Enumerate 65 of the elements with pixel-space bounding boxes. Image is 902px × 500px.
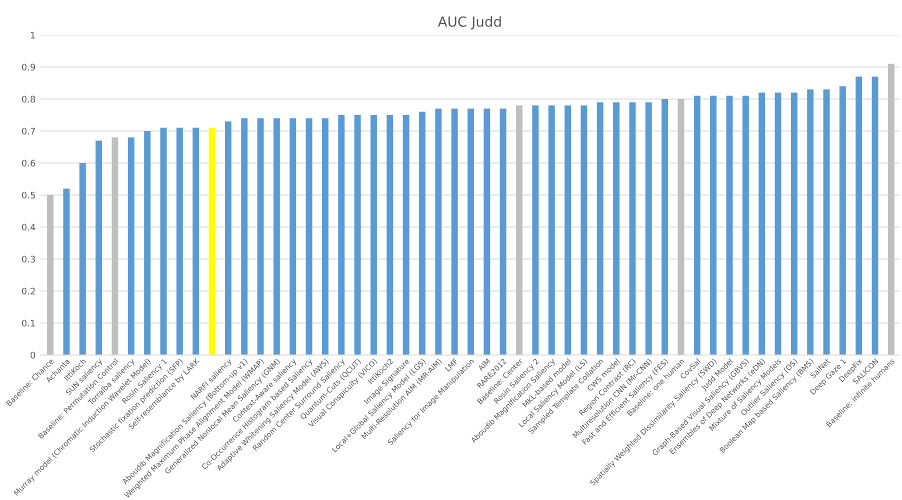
y-tick-label: 0.3 bbox=[22, 256, 36, 263]
bar bbox=[613, 102, 620, 355]
bar bbox=[468, 108, 474, 355]
bar bbox=[79, 163, 86, 355]
bar bbox=[839, 86, 846, 355]
bar bbox=[645, 102, 652, 355]
y-tick-label: 1 bbox=[30, 32, 35, 38]
bar bbox=[742, 96, 749, 355]
bar bbox=[354, 115, 361, 355]
bar bbox=[484, 108, 490, 355]
bar bbox=[47, 195, 54, 355]
bar bbox=[273, 118, 280, 355]
bar bbox=[63, 188, 70, 355]
bar bbox=[807, 89, 814, 355]
bar bbox=[856, 76, 862, 355]
bar bbox=[790, 92, 798, 355]
y-tick-label: 0.4 bbox=[22, 224, 36, 231]
bar bbox=[435, 108, 442, 355]
y-tick-label: 0.9 bbox=[22, 64, 36, 71]
y-tick-label: 0.1 bbox=[22, 320, 35, 327]
bar bbox=[564, 105, 572, 355]
bar bbox=[306, 118, 312, 355]
bar bbox=[726, 96, 733, 355]
bar bbox=[176, 128, 183, 355]
bar bbox=[758, 92, 766, 355]
bar bbox=[596, 102, 604, 355]
y-tick-label: 0.5 bbox=[22, 192, 35, 199]
bar bbox=[678, 99, 684, 355]
bar bbox=[694, 96, 700, 355]
y-tick-label: 0.2 bbox=[22, 288, 35, 295]
bar bbox=[888, 64, 894, 355]
y-tick-label: 0.8 bbox=[22, 96, 36, 103]
bar bbox=[96, 140, 102, 355]
bar bbox=[451, 108, 458, 355]
bar bbox=[144, 131, 151, 355]
bar bbox=[774, 92, 782, 355]
bar bbox=[629, 102, 636, 355]
bar bbox=[823, 89, 830, 355]
y-tick-label: 0 bbox=[30, 352, 36, 359]
bar bbox=[160, 128, 167, 355]
bar bbox=[290, 118, 296, 355]
bar bbox=[402, 115, 410, 355]
bar bbox=[192, 128, 200, 355]
bar bbox=[710, 96, 717, 355]
bar bbox=[224, 121, 232, 355]
bar bbox=[580, 105, 588, 355]
bar bbox=[516, 105, 522, 355]
bar bbox=[500, 108, 506, 355]
bar bbox=[370, 115, 377, 355]
bar bbox=[872, 76, 878, 355]
bar bbox=[386, 115, 394, 355]
bar bbox=[322, 118, 328, 355]
bar bbox=[548, 105, 555, 355]
y-tick-label: 0.7 bbox=[22, 128, 35, 135]
bar bbox=[241, 118, 248, 355]
y-tick-label: 0.6 bbox=[22, 160, 36, 167]
chart-title: AUC Judd bbox=[438, 16, 501, 30]
bar bbox=[662, 99, 668, 355]
bar bbox=[257, 118, 264, 355]
bar bbox=[208, 128, 216, 355]
bar bbox=[128, 137, 134, 355]
bar bbox=[338, 115, 345, 355]
bar bbox=[112, 137, 118, 355]
bar bbox=[419, 112, 426, 355]
bar bbox=[532, 105, 539, 355]
